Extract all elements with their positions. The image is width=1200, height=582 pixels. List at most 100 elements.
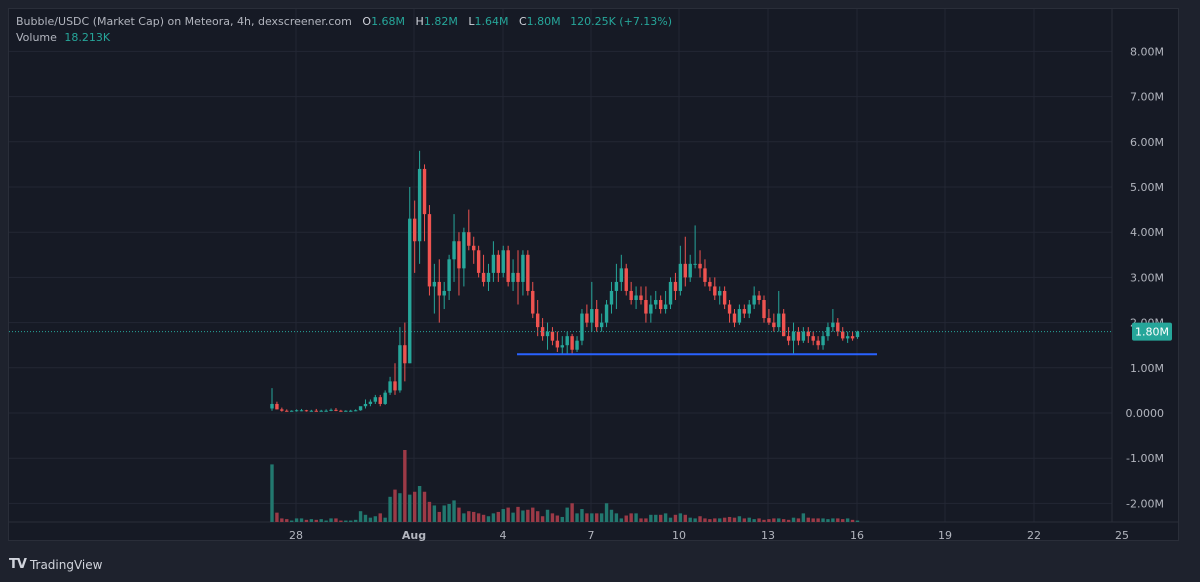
candle-body[interactable] [285, 410, 289, 412]
candle-body[interactable] [752, 295, 756, 305]
candle-body[interactable] [289, 410, 294, 412]
candle-body[interactable] [673, 281, 678, 291]
candle-body[interactable] [850, 336, 855, 339]
candle-body[interactable] [693, 263, 697, 265]
candle-body[interactable] [713, 286, 717, 296]
candle-body[interactable] [821, 336, 825, 346]
candle-body[interactable] [845, 336, 850, 339]
candle-body[interactable] [683, 263, 687, 278]
candle-body[interactable] [560, 345, 564, 348]
candle-body[interactable] [732, 313, 737, 323]
candle-body[interactable] [634, 295, 638, 300]
candle-body[interactable] [599, 322, 604, 328]
candle-body[interactable] [668, 281, 673, 305]
candle-body[interactable] [373, 397, 378, 402]
candle-body[interactable] [777, 313, 781, 328]
candle-body[interactable] [378, 397, 382, 404]
candle-body[interactable] [811, 336, 815, 341]
candle-body[interactable] [772, 322, 776, 328]
candle-body[interactable] [718, 290, 722, 296]
candle-body[interactable] [531, 290, 535, 314]
candle-body[interactable] [663, 304, 668, 310]
candle-body[interactable] [767, 318, 771, 323]
candle-body[interactable] [309, 410, 314, 412]
candle-body[interactable] [521, 254, 525, 282]
candle-body[interactable] [831, 322, 835, 328]
candle-body[interactable] [447, 259, 451, 291]
candle-body[interactable] [722, 290, 727, 305]
candle-body[interactable] [826, 327, 830, 337]
candle-body[interactable] [678, 263, 683, 291]
candle-body[interactable] [698, 263, 702, 269]
candle-body[interactable] [654, 300, 658, 305]
candle-body[interactable] [614, 281, 619, 291]
candle-body[interactable] [781, 313, 786, 337]
candle-body[interactable] [408, 218, 412, 364]
candle-body[interactable] [442, 290, 446, 296]
candle-body[interactable] [422, 168, 427, 215]
candle-body[interactable] [486, 272, 491, 282]
candle-body[interactable] [590, 309, 594, 323]
candle-body[interactable] [511, 272, 515, 282]
candle-body[interactable] [708, 281, 712, 287]
candle-body[interactable] [550, 331, 555, 341]
candle-body[interactable] [383, 392, 387, 404]
candle-body[interactable] [737, 309, 742, 323]
candle-body[interactable] [467, 232, 471, 246]
candle-body[interactable] [801, 331, 806, 341]
candle-body[interactable] [476, 250, 481, 273]
candle-body[interactable] [432, 281, 437, 287]
candle-body[interactable] [624, 268, 628, 291]
candle-body[interactable] [604, 304, 609, 323]
candle-body[interactable] [841, 331, 845, 339]
candle-body[interactable] [314, 410, 318, 412]
candle-body[interactable] [481, 272, 486, 282]
candle-body[interactable] [363, 403, 368, 407]
candle-body[interactable] [639, 295, 643, 300]
candle-body[interactable] [275, 403, 279, 410]
candle-body[interactable] [516, 272, 520, 282]
candle-body[interactable] [412, 218, 417, 242]
candle-body[interactable] [358, 406, 363, 411]
candle-body[interactable] [334, 409, 338, 411]
candle-body[interactable] [270, 403, 274, 409]
candle-body[interactable] [417, 168, 422, 242]
candle-body[interactable] [836, 322, 840, 332]
candle-body[interactable] [727, 304, 732, 314]
candle-body[interactable] [457, 241, 461, 269]
candle-body[interactable] [472, 245, 476, 251]
candle-body[interactable] [319, 410, 323, 412]
candle-body[interactable] [324, 410, 328, 412]
candle-body[interactable] [816, 340, 820, 346]
candle-body[interactable] [299, 410, 304, 412]
candle-body[interactable] [368, 401, 373, 404]
candle-body[interactable] [437, 281, 441, 296]
tradingview-logo[interactable]: TV TradingView [9, 557, 102, 572]
candle-body[interactable] [353, 410, 358, 412]
candle-body[interactable] [339, 410, 343, 412]
candle-body[interactable] [398, 345, 402, 391]
candle-body[interactable] [629, 290, 633, 300]
candle-body[interactable] [329, 409, 333, 411]
candle-body[interactable] [427, 214, 432, 287]
candle-body[interactable] [491, 254, 496, 273]
candle-body[interactable] [786, 336, 791, 341]
candle-body[interactable] [609, 290, 614, 305]
candle-body[interactable] [747, 304, 751, 314]
candle-body[interactable] [452, 241, 456, 260]
candle-body[interactable] [294, 410, 299, 412]
candle-body[interactable] [791, 331, 796, 341]
candle-body[interactable] [304, 410, 309, 412]
candle-body[interactable] [575, 340, 579, 350]
candle-body[interactable] [496, 254, 501, 273]
candle-body[interactable] [280, 409, 284, 411]
candle-body[interactable] [545, 331, 550, 337]
candle-body[interactable] [388, 381, 392, 393]
candle-body[interactable] [855, 331, 860, 338]
candle-body[interactable] [526, 254, 530, 291]
candle-body[interactable] [462, 232, 466, 269]
candle-body[interactable] [644, 300, 648, 314]
candle-body[interactable] [344, 410, 348, 412]
candle-body[interactable] [555, 340, 560, 348]
